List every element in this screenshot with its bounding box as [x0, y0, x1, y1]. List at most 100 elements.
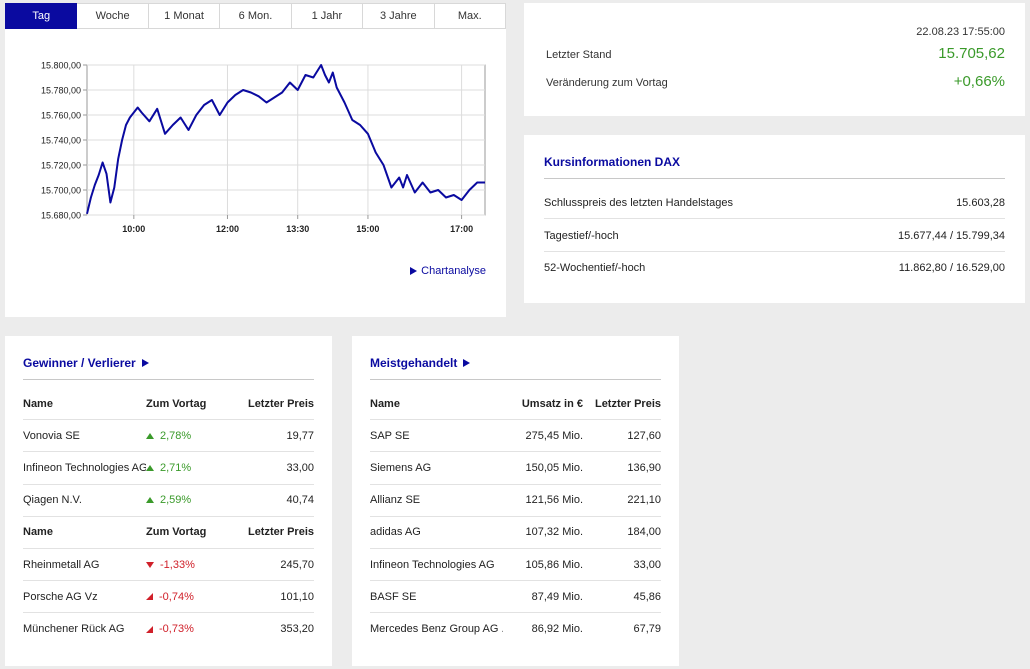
tab-tag[interactable]: Tag	[5, 3, 78, 29]
stock-volume: 87,49 Mio.	[531, 590, 583, 603]
stock-price: 33,00	[286, 461, 314, 474]
arrow-up-icon	[146, 432, 154, 439]
table-header: Name Zum Vortag Letzter Preis	[23, 517, 314, 549]
last-price-value: 15.705,62	[938, 45, 1005, 62]
x-tick-label: 17:00	[450, 224, 473, 234]
stock-name: adidas AG	[370, 526, 421, 539]
tab-6-mon[interactable]: 6 Mon.	[220, 3, 292, 29]
divider	[544, 178, 1005, 179]
stock-change: -0,74%	[159, 590, 194, 603]
arrow-down-icon	[146, 561, 154, 568]
x-tick-label: 10:00	[122, 224, 145, 234]
stock-name: Infineon Technologies AG	[23, 461, 146, 474]
col-price: Letzter Preis	[247, 526, 314, 539]
chart-panel: Tag Woche 1 Monat 6 Mon. 1 Jahr 3 Jahre Max. 1…	[5, 3, 506, 317]
price-info-title: Kursinformationen DAX	[544, 155, 681, 169]
chart-analysis-link[interactable]: Chartanalyse	[410, 265, 486, 277]
divider	[370, 379, 661, 380]
most-traded-table: Name Umsatz in € Letzter Preis SAP SE 27…	[370, 388, 661, 646]
stock-name: SAP SE	[370, 429, 410, 442]
stock-price: 221,10	[627, 494, 661, 507]
stock-change: -0,73%	[159, 623, 194, 636]
x-tick-label: 13:30	[286, 224, 309, 234]
play-icon	[141, 359, 149, 367]
stock-name: Vonovia SE	[23, 429, 80, 442]
stock-change: 2,59%	[160, 494, 192, 507]
table-header: Name Zum Vortag Letzter Preis	[23, 388, 314, 421]
change-label: Veränderung zum Vortag	[546, 77, 668, 89]
play-icon	[463, 359, 471, 367]
stock-name: Qiagen N.V.	[23, 494, 82, 507]
info-value: 11.862,80 / 16.529,00	[898, 262, 1005, 274]
table-row[interactable]: BASF SE 87,49 Mio. 45,86	[370, 581, 661, 614]
chart-analysis-label: Chartanalyse	[421, 265, 486, 277]
quote-panel: 22.08.23 17:55:00 Letzter Stand 15.705,6…	[524, 3, 1025, 116]
table-row[interactable]: Münchener Rück AG -0,73% 353,20	[23, 613, 314, 645]
arrow-down-right-icon	[146, 593, 153, 601]
stock-price: 40,74	[286, 494, 314, 507]
col-name: Name	[370, 397, 400, 410]
tab-1-monat[interactable]: 1 Monat	[148, 3, 221, 29]
info-label: Tagestief/-hoch	[544, 229, 619, 242]
stock-volume: 275,45 Mio.	[525, 429, 583, 442]
stock-name: Porsche AG Vz	[23, 590, 98, 603]
most-traded-link[interactable]: Meistgehandelt	[370, 356, 471, 370]
tab-1-jahr[interactable]: 1 Jahr	[291, 3, 364, 29]
y-tick-label: 15.740,00	[41, 136, 81, 146]
info-row-day-range: Tagestief/-hoch 15.677,44 / 15.799,34	[544, 220, 1005, 252]
gainers-losers-table: Name Zum Vortag Letzter Preis Vonovia SE…	[23, 388, 314, 646]
y-tick-label: 15.680,00	[41, 211, 81, 221]
table-row[interactable]: Porsche AG Vz -0,74% 101,10	[23, 581, 314, 614]
most-traded-title: Meistgehandelt	[370, 356, 458, 370]
stock-volume: 150,05 Mio.	[525, 461, 583, 474]
stock-name: Rheinmetall AG	[23, 558, 100, 571]
col-volume: Umsatz in €	[521, 397, 583, 410]
gainers-losers-panel: Gewinner / Verlierer Name Zum Vortag Let…	[5, 336, 332, 666]
stock-price: 353,20	[280, 623, 314, 636]
last-price-label: Letzter Stand	[546, 49, 612, 61]
change-value: +0,66%	[953, 73, 1005, 90]
timeframe-tabs: Tag Woche 1 Monat 6 Mon. 1 Jahr 3 Jahre Max.	[5, 3, 506, 29]
stock-volume: 107,32 Mio.	[525, 526, 583, 539]
tab-woche[interactable]: Woche	[77, 3, 149, 29]
table-row[interactable]: Siemens AG 150,05 Mio. 136,90	[370, 452, 661, 485]
info-value: 15.677,44 / 15.799,34	[897, 229, 1005, 242]
table-row[interactable]: Infineon Technologies AG 2,71% 33,00	[23, 452, 314, 485]
play-icon	[410, 267, 418, 275]
table-row[interactable]: Vonovia SE 2,78% 19,77	[23, 420, 314, 453]
info-value: 15.603,28	[956, 196, 1005, 209]
stock-name: Infineon Technologies AG	[370, 558, 495, 571]
table-row[interactable]: Infineon Technologies AG 105,86 Mio. 33,…	[370, 549, 661, 582]
table-row[interactable]: Mercedes Benz Group AG ... 86,92 Mio. 67…	[370, 613, 661, 645]
price-series-line	[86, 64, 485, 215]
stock-price: 245,70	[280, 558, 314, 571]
table-row[interactable]: Allianz SE 121,56 Mio. 221,10	[370, 485, 661, 517]
stock-name: Münchener Rück AG	[23, 623, 125, 636]
stock-name: Allianz SE	[370, 494, 421, 507]
tab-3-jahre[interactable]: 3 Jahre	[363, 3, 435, 29]
col-price: Letzter Preis	[247, 397, 314, 410]
divider	[23, 379, 314, 380]
stock-volume: 105,86 Mio.	[525, 558, 583, 571]
table-row[interactable]: Qiagen N.V. 2,59% 40,74	[23, 485, 314, 517]
stock-volume: 121,56 Mio.	[525, 494, 583, 507]
x-tick-label: 12:00	[216, 224, 239, 234]
y-tick-label: 15.760,00	[41, 111, 81, 121]
col-name: Name	[23, 526, 53, 539]
quote-timestamp: 22.08.23 17:55:00	[916, 26, 1005, 38]
stock-price: 184,00	[627, 526, 661, 539]
table-row[interactable]: Rheinmetall AG -1,33% 245,70	[23, 549, 314, 582]
most-traded-panel: Meistgehandelt Name Umsatz in € Letzter …	[352, 336, 679, 666]
gainers-losers-link[interactable]: Gewinner / Verlierer	[23, 356, 149, 370]
stock-price: 19,77	[286, 429, 314, 442]
table-row[interactable]: adidas AG 107,32 Mio. 184,00	[370, 517, 661, 549]
stock-price: 33,00	[633, 558, 661, 571]
stock-name: BASF SE	[370, 590, 417, 603]
info-row-close: Schlusspreis des letzten Handelstages 15…	[544, 187, 1005, 219]
tab-max[interactable]: Max.	[434, 3, 506, 29]
price-info-panel: Kursinformationen DAX Schlusspreis des l…	[524, 135, 1025, 303]
table-header: Name Umsatz in € Letzter Preis	[370, 388, 661, 421]
y-tick-label: 15.800,00	[41, 61, 81, 71]
stock-change: -1,33%	[160, 558, 195, 571]
table-row[interactable]: SAP SE 275,45 Mio. 127,60	[370, 420, 661, 453]
